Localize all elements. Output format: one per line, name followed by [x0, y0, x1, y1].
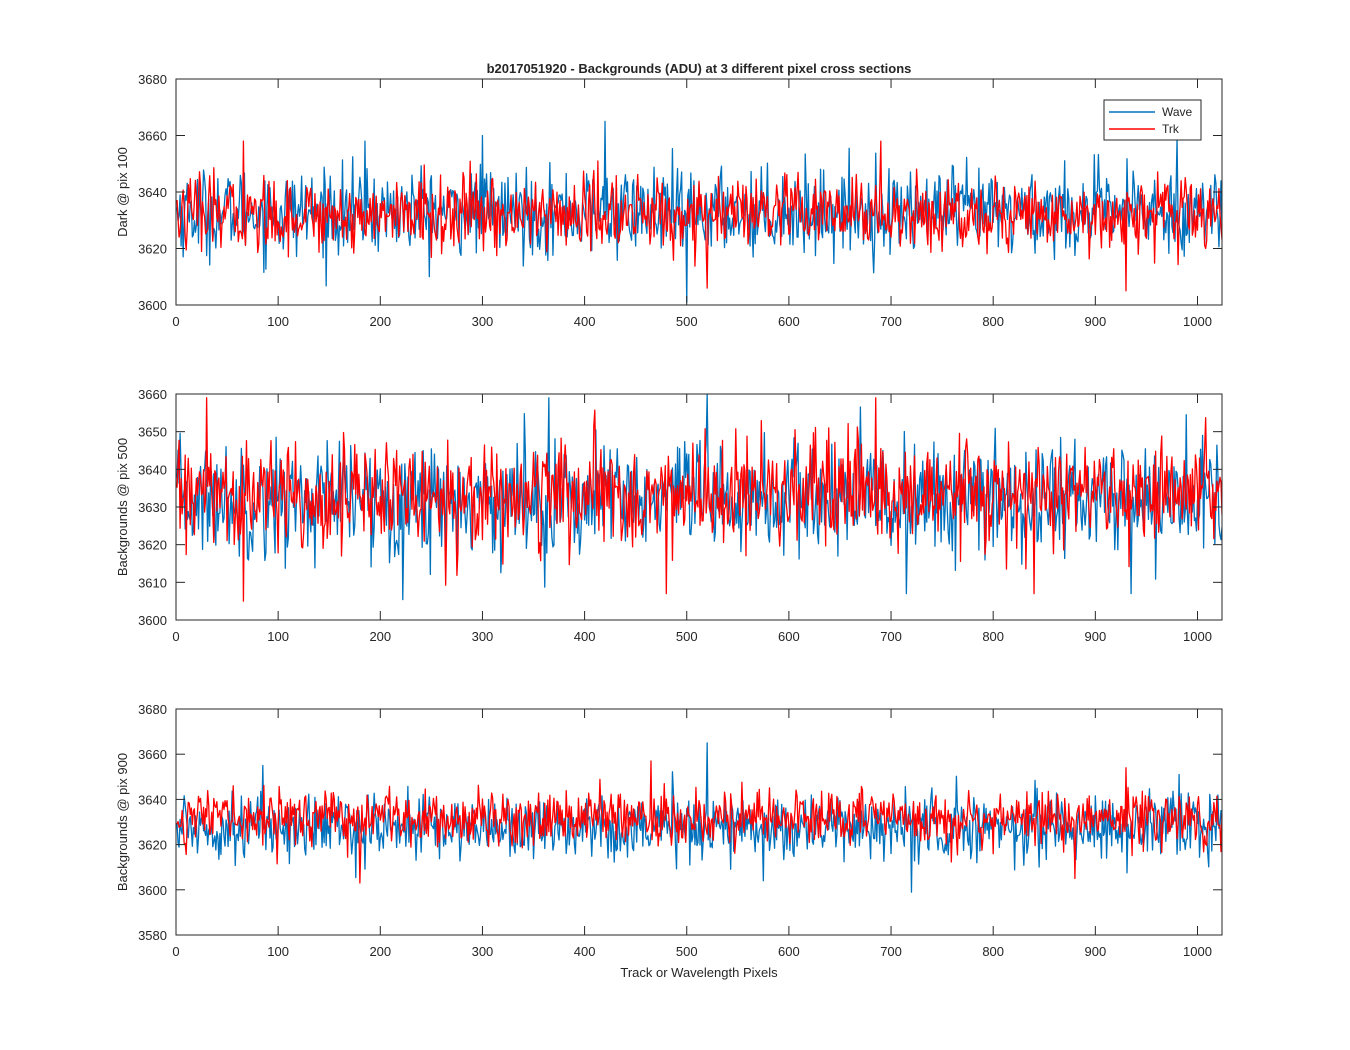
chart-title: b2017051920 - Backgrounds (ADU) at 3 dif… [487, 61, 912, 76]
y-axis-label: Backgrounds @ pix 500 [115, 438, 130, 576]
x-tick-label: 1000 [1183, 629, 1212, 644]
x-tick-label: 600 [778, 944, 800, 959]
y-tick-label: 3630 [138, 500, 167, 515]
series-line-wave [176, 394, 1222, 601]
x-tick-label: 300 [472, 314, 494, 329]
x-tick-label: 400 [574, 314, 596, 329]
x-tick-label: 800 [982, 944, 1004, 959]
x-tick-label: 400 [574, 944, 596, 959]
x-tick-label: 600 [778, 314, 800, 329]
legend: Wave Trk [1103, 99, 1202, 141]
y-tick-label: 3600 [138, 613, 167, 628]
x-tick-label: 900 [1084, 314, 1106, 329]
y-tick-label: 3640 [138, 792, 167, 807]
x-tick-label: 1000 [1183, 314, 1212, 329]
x-tick-label: 0 [172, 944, 179, 959]
y-axis-label: Dark @ pix 100 [115, 147, 130, 237]
panel-3: 0 100 200 300 400 500 600 700 800 900 1000 3580 3600… [115, 702, 1223, 959]
panels: 0 100 200 300 400 500 600 700 800 900 100036003620… [115, 72, 1223, 959]
x-tick-label: 500 [676, 314, 698, 329]
series-line-trk [176, 140, 1222, 292]
x-tick-label: 500 [676, 629, 698, 644]
x-tick-label: 200 [369, 944, 391, 959]
x-tick-label: 300 [472, 944, 494, 959]
x-tick-label: 100 [267, 629, 289, 644]
y-tick-label: 3650 [138, 425, 167, 440]
series-line-trk [176, 397, 1222, 602]
y-tick-label: 3660 [138, 747, 167, 762]
x-tick-label: 300 [472, 629, 494, 644]
x-tick-label: 200 [369, 629, 391, 644]
y-tick-label: 3620 [138, 242, 167, 257]
x-tick-label: 900 [1084, 629, 1106, 644]
y-axis-label: Backgrounds @ pix 900 [115, 753, 130, 891]
x-tick-label: 900 [1084, 944, 1106, 959]
x-tick-label: 0 [172, 314, 179, 329]
x-tick-label: 400 [574, 629, 596, 644]
x-tick-label: 0 [172, 629, 179, 644]
legend-box [1103, 99, 1202, 141]
x-tick-label: 800 [982, 314, 1004, 329]
x-tick-label: 600 [778, 629, 800, 644]
y-tick-label: 3680 [138, 72, 167, 87]
legend-label-trk: Trk [1162, 122, 1180, 136]
axes-box [175, 708, 1223, 936]
panel-2: 0 100 200 300 400 500 600 700 800 900 1000 3600 3610… [115, 387, 1223, 644]
y-tick-label: 3640 [138, 462, 167, 477]
x-tick-label: 800 [982, 629, 1004, 644]
x-tick-label: 500 [676, 944, 698, 959]
y-tick-label: 3660 [138, 129, 167, 144]
y-tick-label: 3600 [138, 298, 167, 313]
y-tick-label: 3620 [138, 538, 167, 553]
y-tick-label: 3600 [138, 883, 167, 898]
y-tick-label: 3580 [138, 928, 167, 943]
y-tick-label: 3620 [138, 838, 167, 853]
y-tick-label: 3680 [138, 702, 167, 717]
x-tick-label: 700 [880, 944, 902, 959]
series-line-trk [176, 760, 1222, 884]
x-tick-label: 700 [880, 314, 902, 329]
x-axis-label: Track or Wavelength Pixels [620, 965, 778, 980]
y-tick-label: 3640 [138, 185, 167, 200]
x-tick-label: 100 [267, 314, 289, 329]
x-tick-label: 1000 [1183, 944, 1212, 959]
x-tick-label: 200 [369, 314, 391, 329]
legend-label-wave: Wave [1162, 105, 1193, 119]
y-tick-label: 3610 [138, 575, 167, 590]
x-tick-label: 700 [880, 629, 902, 644]
panel-1: 0 100 200 300 400 500 600 700 800 900 1000 3600 3620… [115, 72, 1223, 329]
x-tick-label: 100 [267, 944, 289, 959]
y-tick-label: 3660 [138, 387, 167, 402]
